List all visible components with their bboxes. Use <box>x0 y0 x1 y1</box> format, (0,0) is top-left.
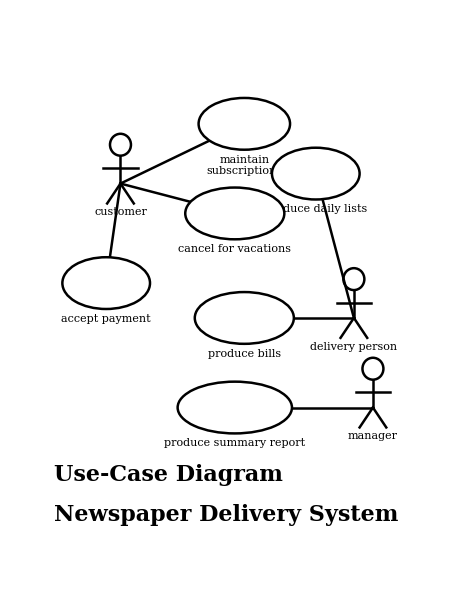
Text: delivery person: delivery person <box>310 342 397 352</box>
Text: produce daily lists: produce daily lists <box>264 205 367 215</box>
Text: accept payment: accept payment <box>61 314 151 324</box>
Ellipse shape <box>185 188 284 239</box>
Ellipse shape <box>199 98 290 150</box>
Text: Use-Case Diagram: Use-Case Diagram <box>54 464 283 486</box>
Text: customer: customer <box>94 207 147 218</box>
Text: produce summary report: produce summary report <box>164 438 305 448</box>
Text: produce bills: produce bills <box>208 349 281 359</box>
Text: maintain
subscriptions: maintain subscriptions <box>206 154 283 177</box>
Ellipse shape <box>272 148 360 199</box>
Text: manager: manager <box>348 432 398 441</box>
Text: Newspaper Delivery System: Newspaper Delivery System <box>54 504 398 526</box>
Text: cancel for vacations: cancel for vacations <box>178 245 292 254</box>
Ellipse shape <box>178 382 292 433</box>
Ellipse shape <box>195 292 294 344</box>
Ellipse shape <box>63 257 150 309</box>
